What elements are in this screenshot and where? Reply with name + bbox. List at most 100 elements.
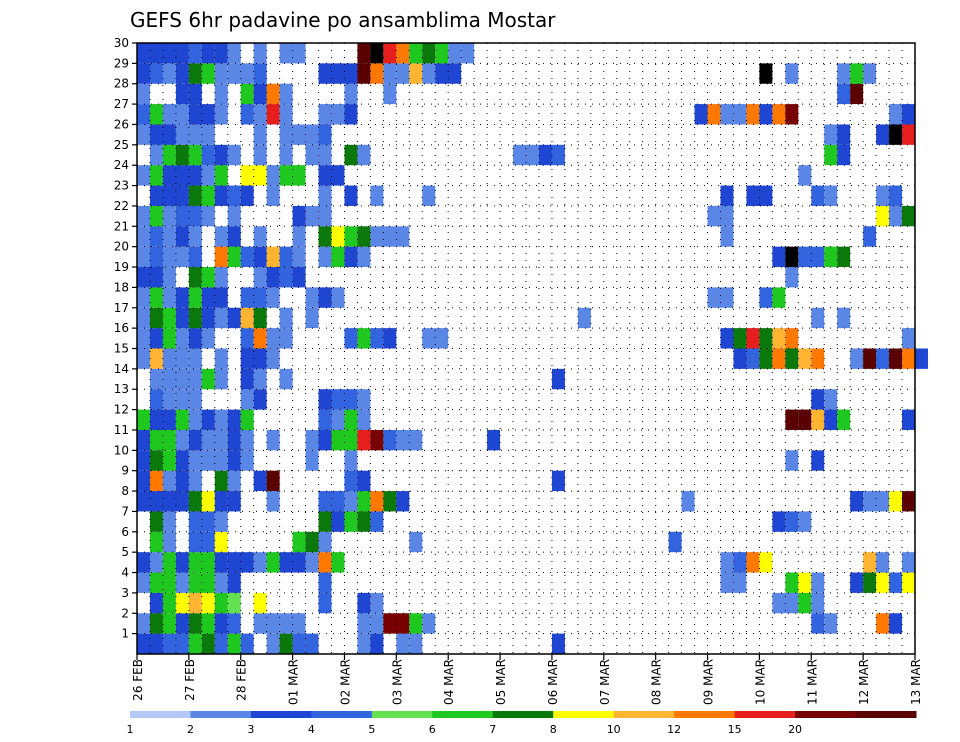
precip-cell xyxy=(149,613,163,634)
precip-cell xyxy=(759,63,773,84)
y-tick-label: 24 xyxy=(114,158,129,172)
y-tick-label: 20 xyxy=(114,240,129,254)
precip-cell xyxy=(137,165,150,186)
precip-cell xyxy=(149,63,163,84)
precip-cell xyxy=(370,491,384,512)
precip-cell xyxy=(162,226,176,247)
precip-cell xyxy=(201,429,228,451)
colorbar-label: 3 xyxy=(247,723,254,736)
precip-cell xyxy=(694,104,708,125)
precip-cell xyxy=(137,613,150,634)
precip-cell xyxy=(188,592,202,614)
y-tick-label: 19 xyxy=(114,260,129,274)
x-tick-label: 07 MAR xyxy=(598,659,612,705)
precip-cell xyxy=(149,104,163,125)
precip-cell xyxy=(837,307,851,329)
precip-cell xyxy=(149,531,163,553)
precip-cell xyxy=(383,328,397,349)
precip-cell xyxy=(227,226,241,247)
precip-cell xyxy=(188,144,202,166)
precip-cell xyxy=(863,226,877,247)
precip-cell xyxy=(266,267,280,288)
y-tick-label: 12 xyxy=(114,403,129,417)
precip-cell xyxy=(214,348,228,369)
precip-cell xyxy=(137,552,150,573)
precip-cell xyxy=(162,328,176,349)
precip-cell xyxy=(137,572,150,593)
precip-cell xyxy=(240,83,254,105)
precip-cell xyxy=(902,328,915,349)
colorbar-label: 12 xyxy=(667,723,681,736)
precip-cell xyxy=(344,246,358,268)
precip-cell xyxy=(201,307,215,329)
precip-cell xyxy=(137,328,150,349)
precip-cell xyxy=(279,307,293,329)
precip-cell xyxy=(149,328,163,349)
precip-cell xyxy=(772,104,786,125)
precip-cell xyxy=(889,348,903,369)
precip-cell xyxy=(227,429,241,451)
precip-cell xyxy=(292,226,306,247)
precip-cell xyxy=(162,470,176,492)
precip-cell xyxy=(201,368,215,390)
precip-cell xyxy=(798,246,825,268)
precip-cell xyxy=(149,409,176,430)
precip-cell xyxy=(876,572,890,593)
precip-cell xyxy=(785,450,799,471)
precip-cell xyxy=(889,205,903,227)
precip-cell xyxy=(253,368,267,390)
precip-cell xyxy=(850,83,864,105)
precip-cell xyxy=(772,348,786,369)
precip-cell xyxy=(357,429,371,451)
precip-cell xyxy=(344,185,358,206)
precip-cell xyxy=(137,633,163,654)
precip-cell xyxy=(318,124,332,145)
precip-cell xyxy=(824,185,838,206)
precip-cell xyxy=(850,572,864,593)
precip-cell xyxy=(707,205,734,227)
precip-cell xyxy=(396,43,410,64)
precip-cell xyxy=(149,592,163,614)
precip-cell xyxy=(551,368,565,390)
y-tick-label: 3 xyxy=(121,586,129,600)
precip-cell xyxy=(137,267,163,288)
precip-cell xyxy=(201,592,215,614)
precip-cell xyxy=(188,511,215,532)
y-tick-label: 5 xyxy=(121,545,129,559)
precip-cell xyxy=(253,246,267,268)
precip-cell xyxy=(149,144,163,166)
precip-cell xyxy=(214,307,228,329)
precip-cell xyxy=(318,246,332,268)
precip-cell xyxy=(214,613,228,634)
precip-cell xyxy=(253,307,267,329)
precip-cell xyxy=(201,409,215,430)
precip-cell xyxy=(759,328,773,349)
colorbar-swatch xyxy=(190,711,252,718)
precip-cell xyxy=(266,287,280,308)
precip-cell xyxy=(772,246,786,268)
precip-cell xyxy=(175,287,189,308)
precip-cell xyxy=(240,429,254,451)
precip-cell xyxy=(188,450,228,471)
precip-cell xyxy=(188,246,202,268)
precip-cell xyxy=(902,491,915,512)
precip-cell xyxy=(240,450,254,471)
colorbar-swatch xyxy=(734,711,796,718)
precip-cell xyxy=(850,63,864,84)
precip-cell xyxy=(279,83,293,105)
precip-cell xyxy=(188,491,202,512)
precip-cell xyxy=(240,165,267,186)
precip-cell xyxy=(785,409,799,430)
x-tick-label: 12 MAR xyxy=(857,659,871,705)
precip-cell xyxy=(461,43,475,64)
precip-cell xyxy=(331,429,358,451)
precip-cell xyxy=(266,165,280,186)
precip-cell xyxy=(227,491,241,512)
precip-cell xyxy=(175,572,189,593)
precip-cell xyxy=(214,246,228,268)
precip-cell xyxy=(305,450,319,471)
precip-cell xyxy=(889,613,903,634)
precip-cell xyxy=(149,43,189,64)
precip-cell xyxy=(876,348,890,369)
